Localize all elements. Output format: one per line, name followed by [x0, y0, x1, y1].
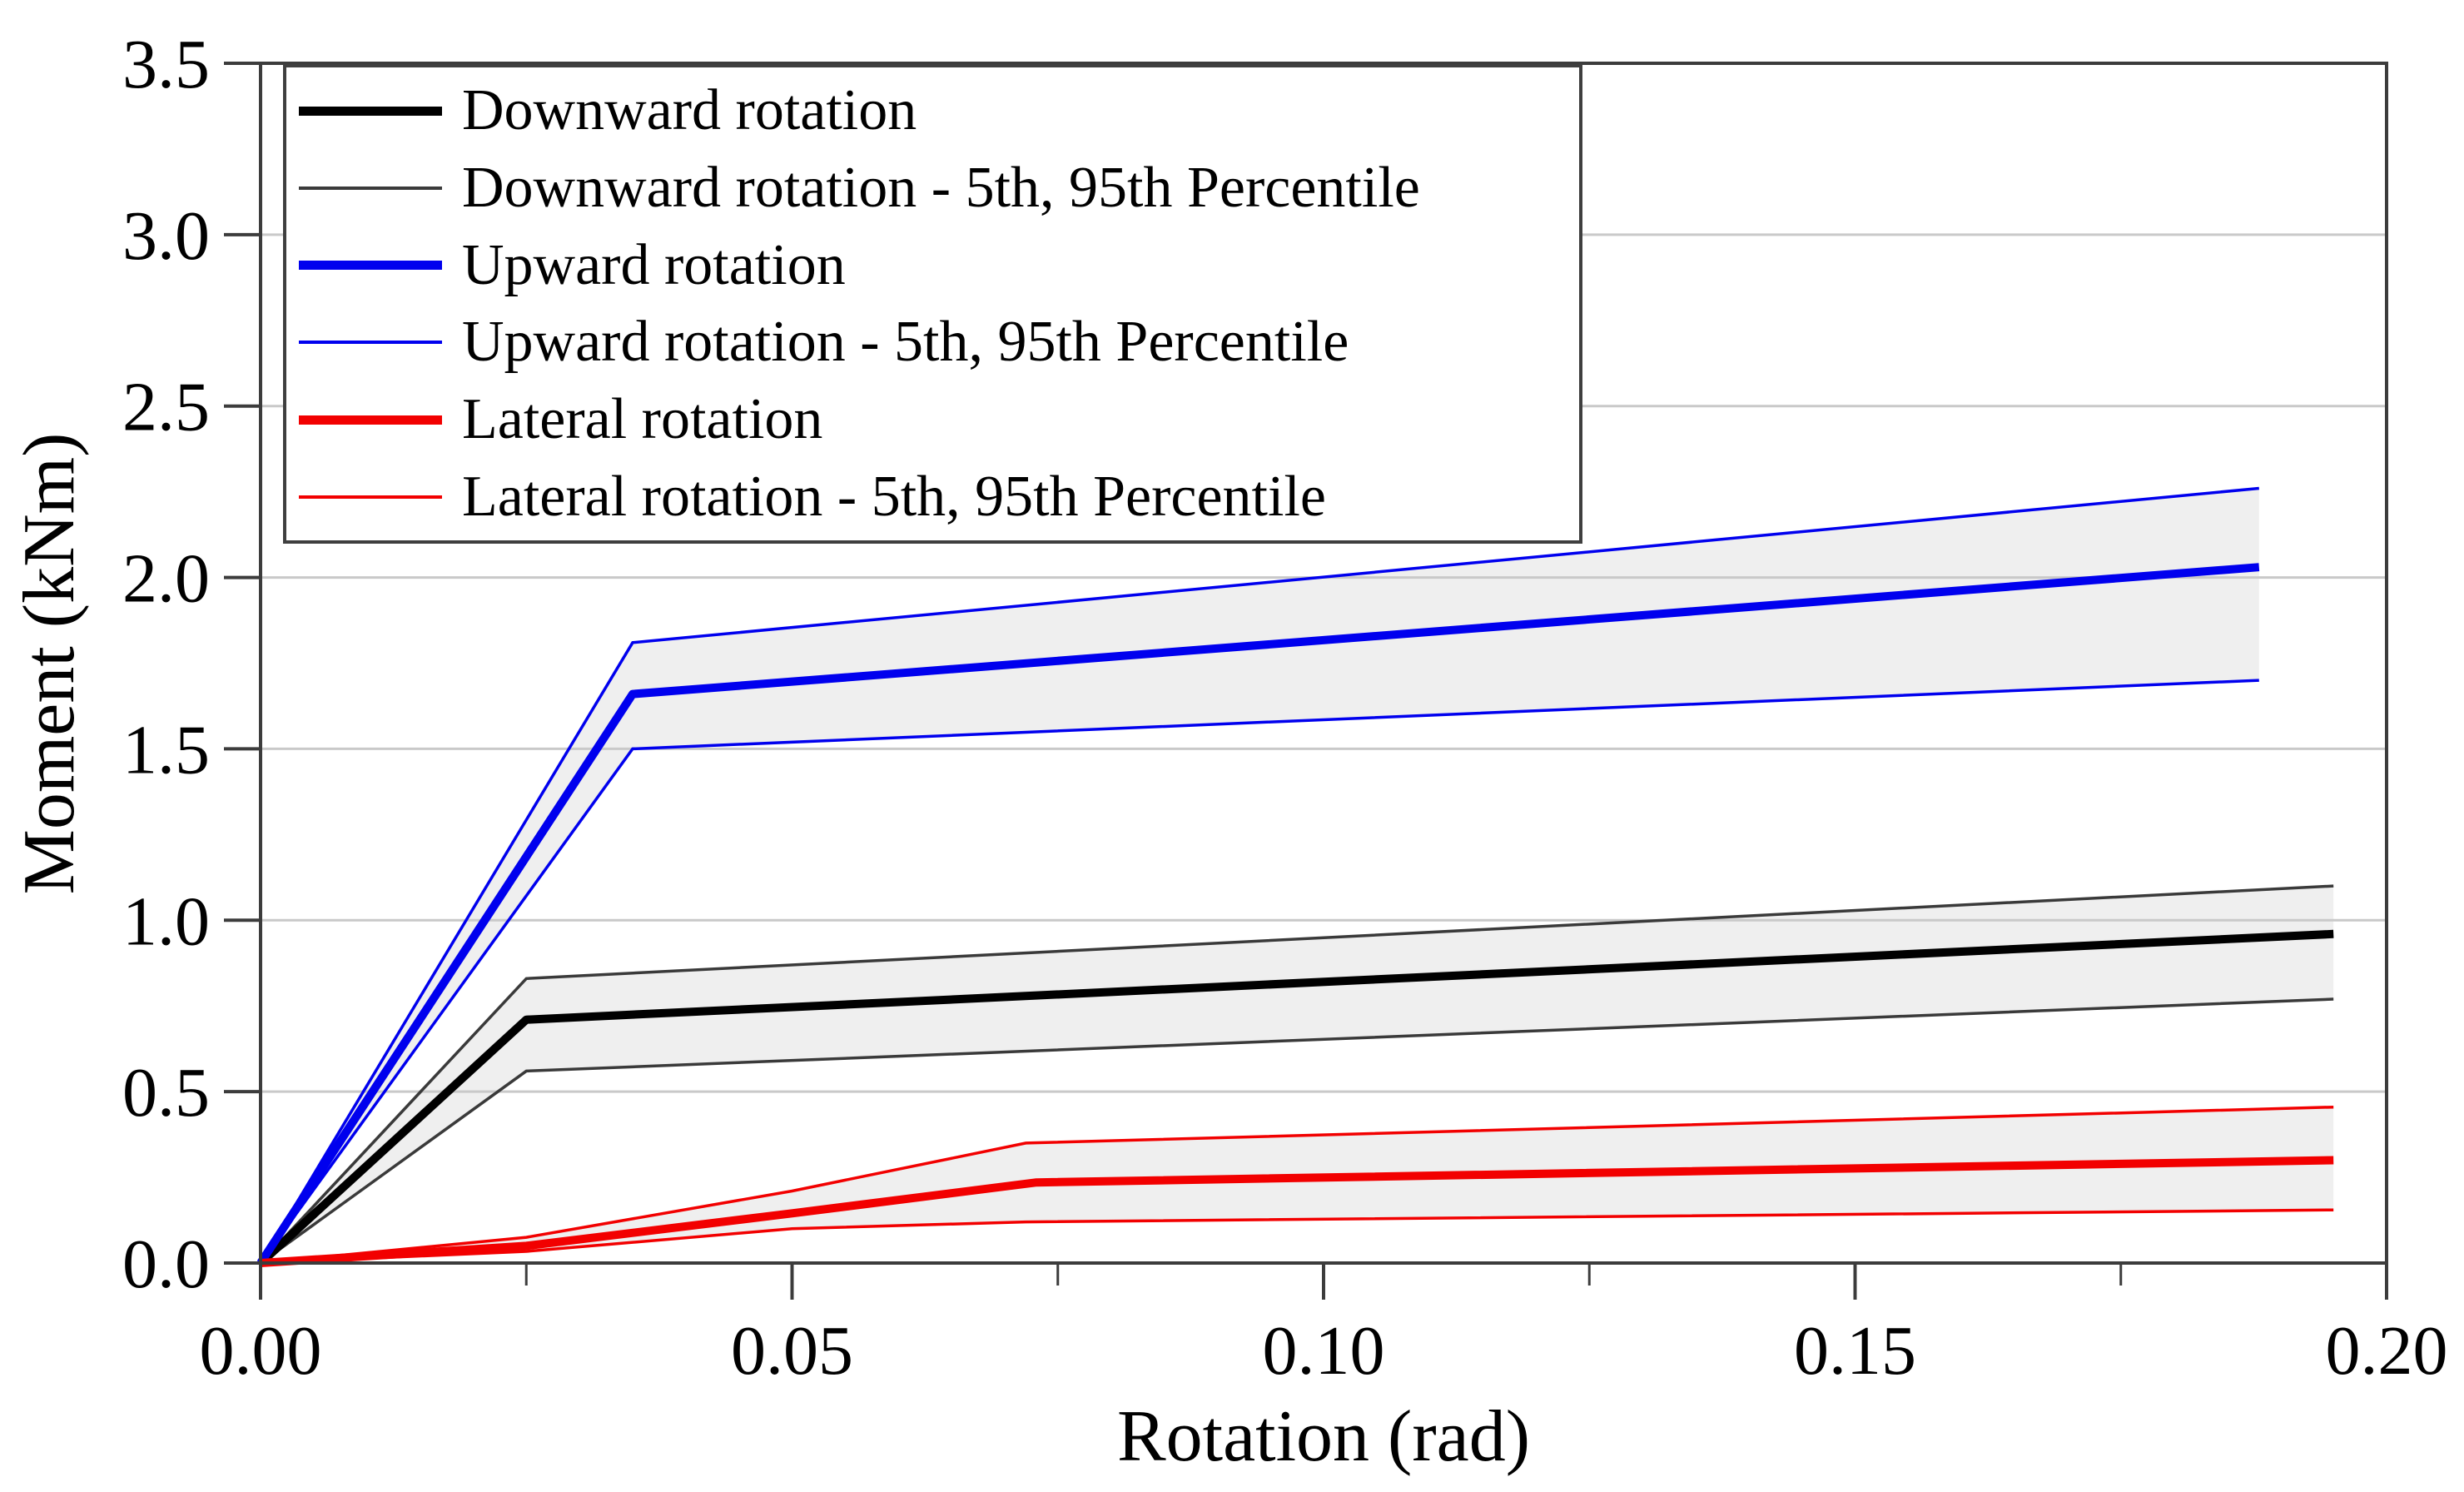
percentile-band [261, 886, 2334, 1263]
legend-box: Downward rotation Downward rotation - 5t… [283, 64, 1582, 544]
legend-swatch-box [299, 106, 462, 116]
legend-swatch-box [299, 341, 462, 345]
y-tick-label: 2.0 [122, 540, 210, 618]
legend-label: Lateral rotation - 5th, 95th Percentile [462, 464, 1326, 529]
series-line [257, 929, 2334, 1266]
lateral-percentile-line-swatch [299, 495, 442, 499]
x-tick-label: 0.15 [1794, 1312, 1916, 1390]
legend-label: Downward rotation [462, 78, 917, 143]
percentile-line [259, 884, 2334, 1265]
series-line [260, 1156, 2334, 1267]
lateral-rotation-line-swatch [299, 415, 442, 425]
legend-label: Lateral rotation [462, 387, 823, 452]
y-tick-label: 3.0 [122, 197, 210, 275]
series-line [256, 563, 2260, 1266]
x-axis-title: Rotation (rad) [1116, 1396, 1531, 1477]
percentile-line [259, 997, 2334, 1265]
x-tick-label: 0.05 [731, 1312, 853, 1390]
legend-item-downward-mean: Downward rotation [299, 72, 1571, 150]
legend-item-upward-mean: Upward rotation [299, 226, 1571, 304]
y-tick-label: 1.5 [122, 711, 210, 788]
downward-rotation-line-swatch [299, 106, 442, 116]
percentile-line [259, 486, 2259, 1264]
x-tick-label: 0.00 [200, 1312, 322, 1390]
legend-swatch-box [299, 415, 462, 425]
legend-swatch-box [299, 261, 462, 271]
legend-item-upward-percentile: Upward rotation - 5th, 95th Percentile [299, 304, 1571, 381]
legend-item-downward-percentile: Downward rotation - 5th, 95th Percentile [299, 150, 1571, 227]
downward-percentile-line-swatch [299, 186, 442, 190]
percentile-line [260, 1105, 2334, 1265]
legend-label: Upward rotation [462, 232, 846, 297]
legend-item-lateral-percentile: Lateral rotation - 5th, 95th Percentile [299, 458, 1571, 535]
y-tick-label: 2.5 [122, 369, 210, 446]
y-axis-title: Moment (kNm) [9, 432, 90, 895]
legend-item-lateral-mean: Lateral rotation [299, 381, 1571, 459]
x-tick-label: 0.20 [2326, 1312, 2448, 1390]
legend-swatch-box [299, 495, 462, 499]
percentile-band [261, 1107, 2334, 1263]
y-tick-label: 3.5 [122, 26, 210, 103]
legend-swatch-box [299, 186, 462, 190]
y-tick-label: 1.0 [122, 883, 210, 960]
upward-percentile-line-swatch [299, 341, 442, 345]
y-tick-label: 0.5 [122, 1054, 210, 1131]
legend-label: Upward rotation - 5th, 95th Percentile [462, 310, 1349, 375]
upward-rotation-line-swatch [299, 261, 442, 271]
legend-label: Downward rotation - 5th, 95th Percentile [462, 156, 1420, 220]
x-tick-label: 0.10 [1263, 1312, 1385, 1390]
percentile-line [259, 679, 2259, 1265]
y-tick-label: 0.0 [122, 1226, 210, 1303]
